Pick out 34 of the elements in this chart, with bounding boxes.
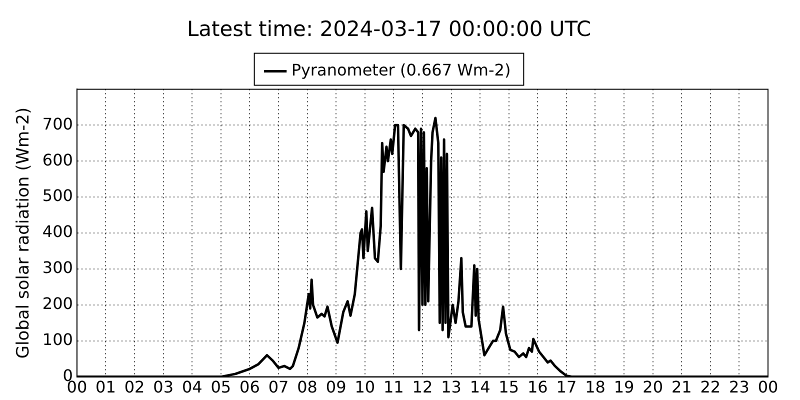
x-tick-label: 06 [240,378,260,397]
x-tick-label: 02 [124,378,145,397]
legend-label: Pyranometer (0.667 Wm-2) [291,60,511,80]
y-tick-label: 400 [42,222,73,242]
y-axis-title: Global solar radiation (Wm-2) [14,107,34,359]
x-tick-label: 00 [758,378,778,397]
x-tick-label: 23 [729,378,750,397]
x-tick-label: 18 [585,378,606,397]
x-tick-label: 05 [210,378,232,397]
x-tick-label: 01 [96,378,116,397]
y-tick-label: 100 [42,330,73,350]
x-tick-label: 22 [700,378,721,397]
x-tick-label: 17 [556,378,577,397]
y-tick-label: 300 [42,258,73,278]
x-tick-label: 04 [182,378,202,397]
x-tick-label: 03 [153,378,174,397]
x-tick-label: 11 [383,378,404,397]
x-tick-label: 16 [527,378,548,397]
y-tick-label: 600 [42,150,73,170]
y-tick-label: 200 [42,294,73,314]
x-tick-label: 13 [441,378,462,397]
x-tick-label: 12 [412,378,433,397]
x-tick-label: 14 [470,378,490,397]
x-tick-label: 21 [671,378,692,397]
x-tick-label: 20 [642,378,664,397]
chart-title: Latest time: 2024-03-17 00:00:00 UTC [186,17,592,42]
x-tick-label: 09 [326,378,346,397]
x-tick-label: 08 [297,378,318,397]
x-tick-label: 07 [268,378,289,397]
y-tick-label: 500 [42,186,73,206]
y-tick-label: 700 [42,114,73,134]
x-tick-label: 19 [614,378,634,397]
x-tick-label: 10 [354,378,376,397]
x-tick-label: 15 [498,378,520,397]
